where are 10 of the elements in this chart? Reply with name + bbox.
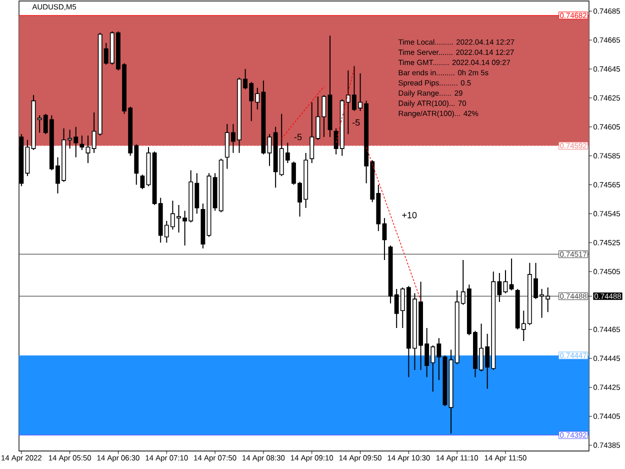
candlestick (382, 218, 387, 260)
annotation: -5 (352, 119, 360, 126)
candlestick (80, 135, 84, 151)
annotation: -5 (294, 134, 302, 140)
candlestick (267, 134, 272, 166)
candlestick (509, 258, 514, 291)
candlestick (140, 174, 145, 190)
candlestick (322, 94, 326, 138)
annotation: +10 (402, 212, 417, 218)
candlestick (86, 135, 90, 164)
